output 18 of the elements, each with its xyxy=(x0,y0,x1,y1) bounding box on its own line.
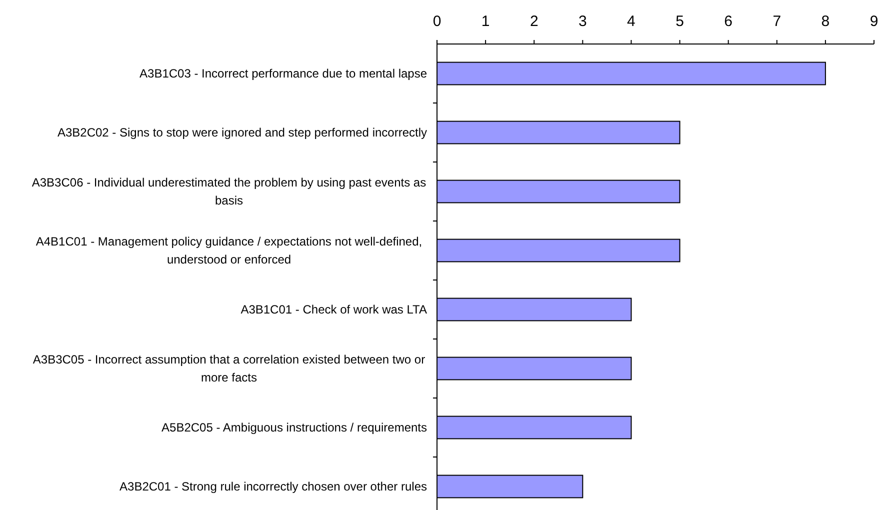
x-tick-label: 9 xyxy=(870,13,878,30)
x-tick-label: 7 xyxy=(772,13,782,30)
x-tick-label: 2 xyxy=(530,13,538,30)
y-tick-label: A3B2C02 - Signs to stop were ignored and step performed incorrectly xyxy=(57,126,427,140)
x-tick-label: 1 xyxy=(481,13,490,30)
x-tick-label: 6 xyxy=(724,13,733,30)
y-tick-label: A4B1C01 - Management policy guidance / expectations not well-defined, understood or enforced xyxy=(36,234,422,266)
y-tick-label: A3B3C06 - Individual underestimated the problem by using past events as basis xyxy=(32,176,426,208)
y-tick-label: A3B3C05 - Incorrect assumption that a correlation existed between two or more facts xyxy=(32,352,426,384)
y-tick-label: A3B2C01 - Strong rule incorrectly chosen over other rules xyxy=(120,480,427,494)
y-tick-label: A5B2C05 - Ambiguous instructions / requirements xyxy=(162,420,427,434)
x-tick-label: 5 xyxy=(676,13,684,30)
y-tick-label: A3B1C01 - Check of work was LTA xyxy=(240,302,427,316)
y-tick-label: A3B1C03 - Incorrect performance due to mental lapse xyxy=(140,66,428,80)
x-tick-label: 3 xyxy=(578,13,587,30)
x-tick-label: 0 xyxy=(432,13,442,30)
x-tick-label: 8 xyxy=(821,13,830,30)
x-tick-label: 4 xyxy=(627,13,636,30)
